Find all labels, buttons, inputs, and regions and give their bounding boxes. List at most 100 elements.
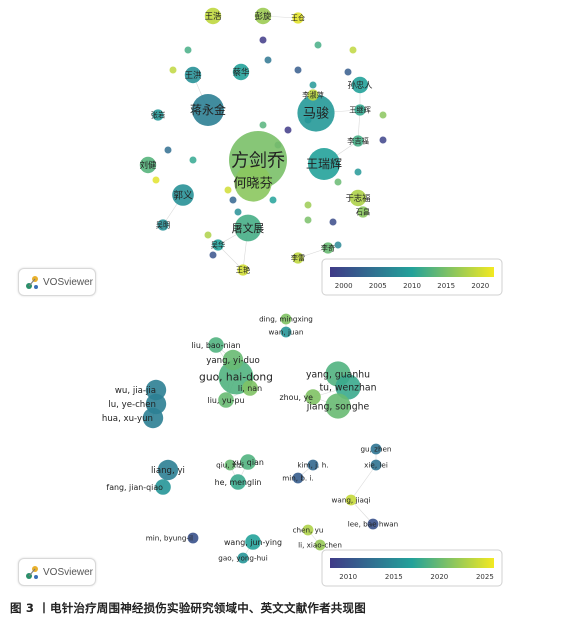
author-node-liang-yi[interactable] (157, 459, 179, 481)
author-node-gu-zhen[interactable] (370, 443, 382, 455)
author-node-李吉福[interactable] (352, 135, 364, 147)
author-node-wang-jun-ying[interactable] (245, 534, 261, 550)
author-label: wu, jia-jia (115, 386, 156, 396)
label-layer: guo, hai-dong yang, yi-duo liu, bao-nian li… (102, 315, 398, 563)
colorbar-tick: 2015 (437, 282, 455, 290)
author-node-minor[interactable] (284, 126, 292, 134)
author-node-minor[interactable] (314, 41, 322, 49)
author-node-kim-j-h[interactable] (307, 459, 319, 471)
author-node-xu-qian[interactable] (240, 454, 256, 470)
author-node-lee-bae-hwan[interactable] (367, 518, 379, 530)
author-node-蔡华[interactable] (232, 63, 250, 81)
author-node-xie-lei[interactable] (370, 459, 382, 471)
author-node-minor[interactable] (269, 196, 277, 204)
author-node-wu-jia-jia[interactable] (145, 379, 167, 401)
author-node-王继辉[interactable] (354, 104, 366, 116)
author-label: wang, jun-ying (224, 538, 282, 547)
author-node-石昌[interactable] (357, 206, 369, 218)
author-node-minor[interactable] (189, 156, 197, 164)
author-label: kim, j. h. (297, 461, 328, 470)
author-node-tu-wenzhan[interactable] (335, 374, 361, 400)
author-node-于志福[interactable] (349, 189, 367, 207)
co-author-link (217, 244, 244, 271)
author-node-minor[interactable] (304, 216, 312, 224)
author-node-minor[interactable] (334, 241, 342, 249)
author-node-minor[interactable] (204, 231, 212, 239)
author-node-王瑞辉[interactable] (308, 148, 340, 180)
author-node-fang-jian-qiao[interactable] (155, 479, 171, 495)
author-label: 郭义 (173, 189, 193, 201)
author-node-chen-yu[interactable] (302, 524, 314, 536)
author-node-李雷[interactable] (292, 252, 304, 264)
author-node-minor[interactable] (164, 146, 172, 154)
author-node-王浩[interactable] (204, 7, 222, 25)
author-node-liu-bao-nian[interactable] (208, 337, 224, 353)
author-label: 蔡华 (233, 67, 250, 77)
author-node-马骏[interactable] (297, 94, 335, 132)
author-node-liu-yu-pu[interactable] (218, 392, 234, 408)
author-node-li-xiao-chen[interactable] (314, 539, 326, 551)
author-node-张岩[interactable] (152, 109, 164, 121)
author-label: yang, guanhu (306, 369, 370, 380)
author-node-minor[interactable] (304, 201, 312, 209)
author-node-wang-jiaqi[interactable] (345, 494, 357, 506)
author-node-蒋永金[interactable] (192, 94, 224, 126)
author-node-李奇[interactable] (322, 242, 334, 254)
author-node-minor[interactable] (344, 68, 352, 76)
author-node-李淑萍[interactable] (307, 89, 319, 101)
author-node-王洪[interactable] (184, 66, 202, 84)
author-node-minor[interactable] (259, 36, 267, 44)
author-node-郭义[interactable] (172, 184, 194, 206)
author-label: 李雷 (291, 254, 305, 263)
author-node-minor[interactable] (354, 168, 362, 176)
author-node-彭旋[interactable] (254, 7, 272, 25)
author-node-屠文展[interactable] (234, 214, 262, 242)
author-node-li-nan[interactable] (242, 380, 258, 396)
author-node-minor[interactable] (349, 46, 357, 54)
author-label: 蒋永金 (190, 102, 226, 117)
author-node-minor[interactable] (259, 121, 267, 129)
author-node-min-byung-il[interactable] (187, 532, 199, 544)
author-node-何晓芬[interactable] (234, 164, 272, 202)
author-node-minor[interactable] (379, 111, 387, 119)
author-node-minor[interactable] (334, 178, 342, 186)
author-node-gao-yong-hui[interactable] (237, 552, 249, 564)
author-label: liu, bao-nian (191, 341, 240, 350)
author-node-minor[interactable] (264, 56, 272, 64)
author-label: tu, wenzhan (319, 382, 376, 393)
author-node-minor[interactable] (229, 196, 237, 204)
author-node-minor[interactable] (329, 218, 337, 226)
author-node-minor[interactable] (379, 136, 387, 144)
author-node-minor[interactable] (169, 66, 177, 74)
author-node-minor[interactable] (234, 208, 242, 216)
author-label: 马骏 (303, 106, 329, 122)
author-node-minor[interactable] (209, 251, 217, 259)
author-node-孙忠人[interactable] (351, 76, 369, 94)
author-node-min-b-i[interactable] (292, 472, 304, 484)
author-node-王艳[interactable] (237, 264, 249, 276)
author-label: 王艳 (236, 266, 250, 275)
author-node-qiu-xizi[interactable] (224, 459, 236, 471)
author-node-minor[interactable] (184, 46, 192, 54)
co-author-link (350, 464, 377, 501)
author-node-minor[interactable] (152, 176, 160, 184)
author-node-he-menglin[interactable] (230, 474, 246, 490)
author-node-minor[interactable] (294, 66, 302, 74)
english-author-network: guo, hai-dong yang, yi-duo liu, bao-nian li… (8, 302, 554, 592)
author-node-wan-juan[interactable] (280, 326, 292, 338)
vosviewer-logo-icon (26, 276, 38, 289)
author-node-吴华[interactable] (212, 239, 224, 251)
author-node-zhou-ye[interactable] (305, 389, 321, 405)
author-node-刘健[interactable] (139, 156, 157, 174)
author-node-ding-mingxing[interactable] (280, 313, 292, 325)
author-node-minor[interactable] (224, 186, 232, 194)
author-node-yang-yi-duo[interactable] (222, 349, 244, 371)
co-author-link (350, 499, 374, 525)
author-node-hua-xu-yun[interactable] (142, 407, 164, 429)
vosviewer-label: VOSviewer (43, 566, 94, 578)
author-node-吴明[interactable] (157, 219, 169, 231)
author-node-王仓[interactable] (292, 12, 304, 24)
author-label: 屠文展 (232, 221, 265, 235)
author-node-jiang-songhe[interactable] (325, 393, 351, 419)
author-node-minor[interactable] (309, 81, 317, 89)
